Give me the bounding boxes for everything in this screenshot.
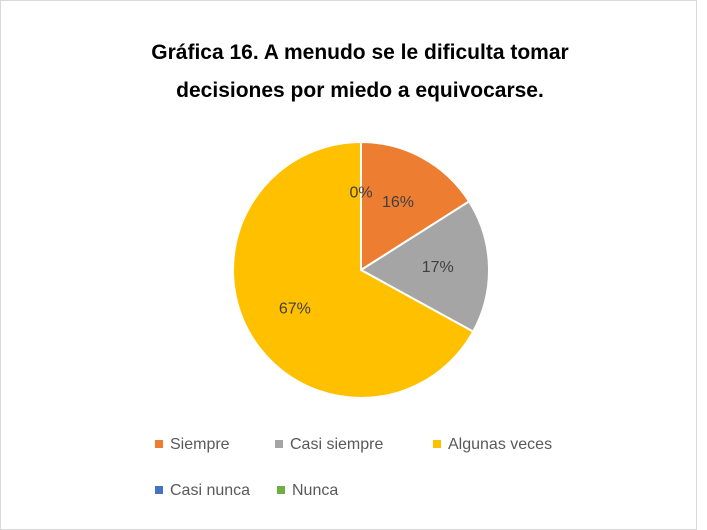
data-label: 0%	[349, 184, 372, 201]
legend-label: Nunca	[292, 482, 338, 499]
chart: 16% 17% 67% 0% Siempre Casi siempre Algunas ve…	[155, 140, 552, 499]
legend-swatch	[277, 486, 285, 494]
legend-swatch	[275, 440, 283, 448]
pie-slice	[232, 140, 475, 399]
legend-label: Casi nunca	[170, 482, 250, 499]
pie-slice	[359, 200, 490, 334]
legend-label: Siempre	[170, 436, 230, 453]
legend-swatch	[433, 440, 441, 448]
data-label: 16%	[382, 194, 414, 211]
data-label: 67%	[279, 300, 311, 317]
legend-label: Casi siempre	[290, 436, 383, 453]
data-label: 17%	[422, 259, 454, 276]
pie-slice	[360, 140, 471, 272]
legend-swatch	[155, 486, 163, 494]
chart-title: Gráfica 16. A menudo se le dificulta tom…	[151, 41, 569, 102]
legend-label: Algunas veces	[448, 436, 552, 453]
legend-swatch	[155, 440, 163, 448]
